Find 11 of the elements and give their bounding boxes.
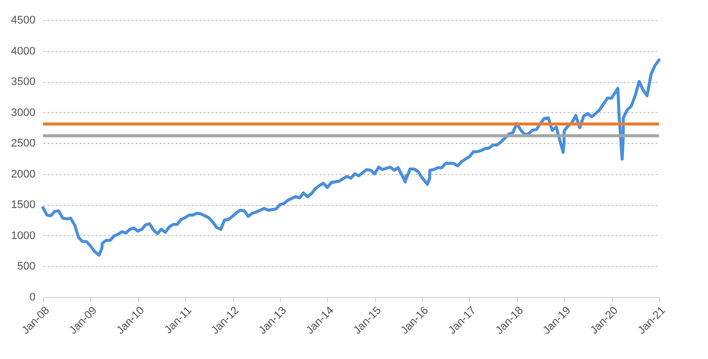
- y-tick-label: 2000: [11, 168, 36, 180]
- y-tick-label: 3000: [11, 106, 36, 119]
- y-tick-label: 3500: [11, 76, 36, 88]
- y-tick-label: 4000: [11, 45, 36, 58]
- y-tick-label: 0: [29, 292, 36, 304]
- y-tick-label: 1500: [11, 199, 36, 212]
- y-tick-label: 500: [17, 260, 36, 273]
- y-tick-label: 1000: [11, 230, 36, 242]
- y-tick-label: 4500: [11, 14, 36, 26]
- line-series: [42, 58, 660, 257]
- y-tick-label: 2500: [11, 138, 36, 150]
